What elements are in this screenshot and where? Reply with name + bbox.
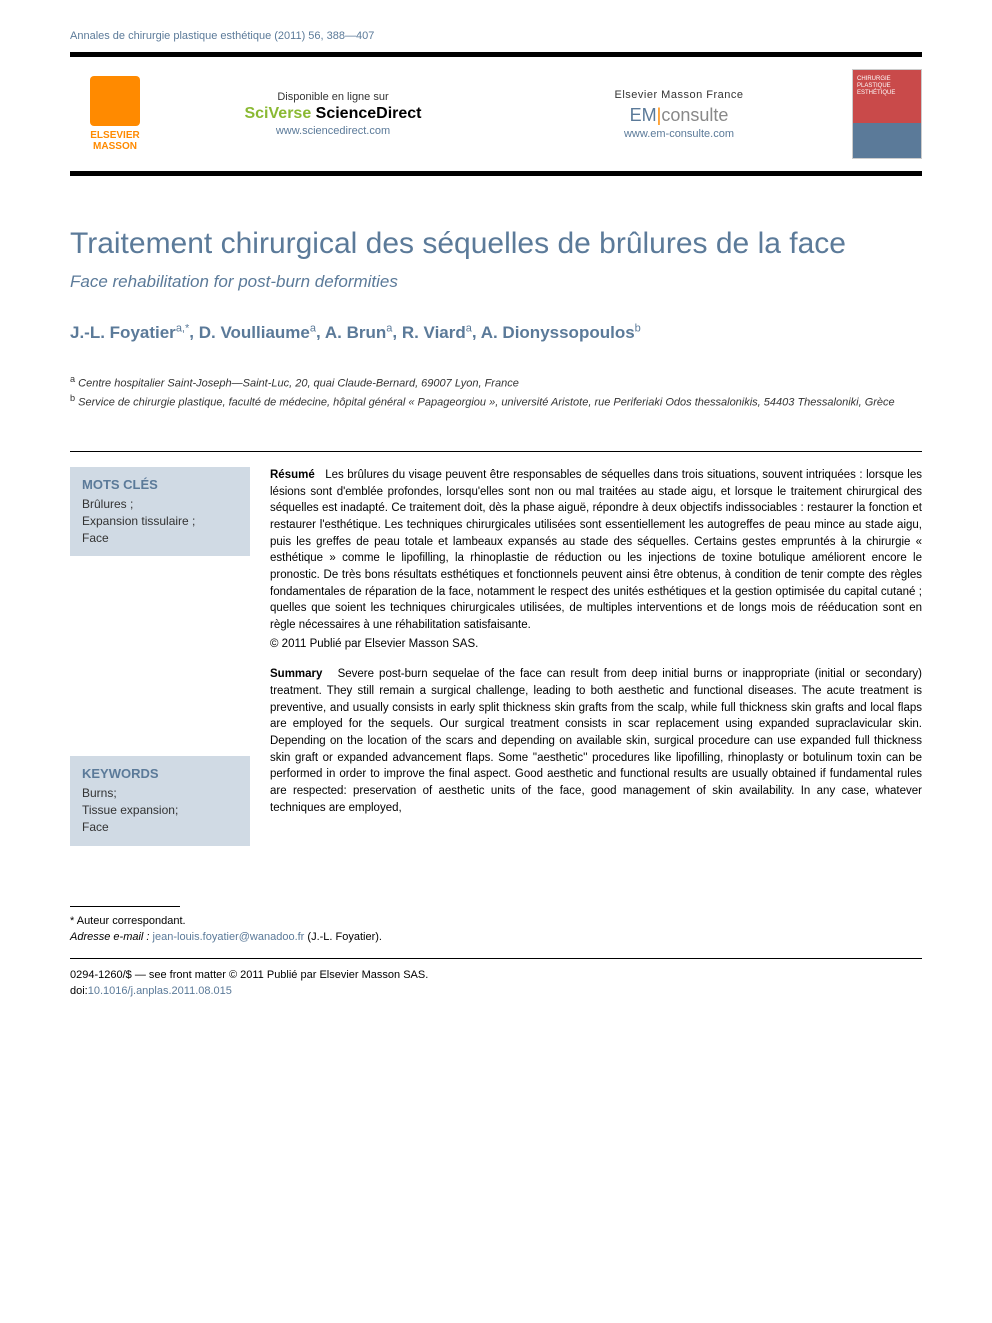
emconsulte-brand: EM|consulte	[506, 105, 852, 126]
bottom-rule	[70, 958, 922, 959]
keywords-column: MOTS CLÉS Brûlures ; Expansion tissulair…	[70, 467, 250, 866]
keywords-box: KEYWORDS Burns; Tissue expansion; Face	[70, 756, 250, 845]
resume-copyright: © 2011 Publié par Elsevier Masson SAS.	[270, 636, 922, 653]
affiliation-a: a Centre hospitalier Saint-Joseph—Saint-…	[70, 373, 922, 392]
mots-cles-box: MOTS CLÉS Brûlures ; Expansion tissulair…	[70, 467, 250, 556]
journal-reference: Annales de chirurgie plastique esthétiqu…	[70, 30, 922, 42]
mots-cles-heading: MOTS CLÉS	[82, 477, 238, 492]
author: J.-L. Foyatiera,*	[70, 323, 189, 342]
summary-body: Severe post-burn sequelae of the face ca…	[270, 668, 922, 813]
emconsulte-block: Elsevier Masson France EM|consulte www.e…	[506, 89, 852, 140]
cover-title: CHIRURGIE PLASTIQUE ESTHÉTIQUE	[857, 76, 895, 98]
publisher-name: ELSEVIER MASSON	[90, 130, 139, 152]
corresp-label: * Auteur correspondant.	[70, 913, 922, 930]
footnote-rule	[70, 906, 180, 907]
author: D. Voulliaumea	[199, 323, 316, 342]
keywords-heading: KEYWORDS	[82, 766, 238, 781]
publisher-logo: ELSEVIER MASSON	[70, 76, 160, 152]
author: R. Viarda	[402, 323, 472, 342]
article-subtitle: Face rehabilitation for post-burn deform…	[70, 272, 922, 292]
corresp-email-line: Adresse e-mail : jean-louis.foyatier@wan…	[70, 929, 922, 946]
resume-heading: Résumé	[270, 469, 315, 481]
online-label: Disponible en ligne sur	[160, 91, 506, 103]
doi-link[interactable]: 10.1016/j.anplas.2011.08.015	[88, 985, 232, 997]
author: A. Bruna	[325, 323, 393, 342]
mots-cles-list: Brûlures ; Expansion tissulaire ; Face	[82, 496, 238, 546]
authors-line: J.-L. Foyatiera,*, D. Voulliaumea, A. Br…	[70, 322, 922, 343]
summary-heading: Summary	[270, 668, 322, 680]
footer-meta: 0294-1260/$ — see front matter © 2011 Pu…	[70, 967, 922, 1000]
resume-block: Résumé Les brûlures du visage peuvent êt…	[270, 467, 922, 652]
issn-line: 0294-1260/$ — see front matter © 2011 Pu…	[70, 967, 922, 984]
sciencedirect-block: Disponible en ligne sur SciVerse Science…	[160, 91, 506, 137]
journal-cover-thumbnail: CHIRURGIE PLASTIQUE ESTHÉTIQUE	[852, 69, 922, 159]
abstract-row: MOTS CLÉS Brûlures ; Expansion tissulair…	[70, 451, 922, 866]
author: A. Dionyssopoulosb	[481, 323, 641, 342]
summary-block: Summary Severe post-burn sequelae of the…	[270, 666, 922, 816]
resume-body: Les brûlures du visage peuvent être resp…	[270, 469, 922, 631]
corresponding-author: * Auteur correspondant. Adresse e-mail :…	[70, 913, 922, 946]
elsevier-tree-icon	[90, 76, 140, 126]
corresp-email-link[interactable]: jean-louis.foyatier@wanadoo.fr	[153, 931, 305, 943]
emconsulte-url[interactable]: www.em-consulte.com	[506, 128, 852, 140]
abstract-column: Résumé Les brûlures du visage peuvent êt…	[270, 467, 922, 866]
header-band: ELSEVIER MASSON Disponible en ligne sur …	[70, 52, 922, 176]
masson-label: Elsevier Masson France	[506, 89, 852, 101]
keywords-list: Burns; Tissue expansion; Face	[82, 785, 238, 835]
sciverse-brand: SciVerse ScienceDirect	[160, 105, 506, 123]
sciencedirect-url[interactable]: www.sciencedirect.com	[160, 125, 506, 137]
affiliations: a Centre hospitalier Saint-Joseph—Saint-…	[70, 373, 922, 411]
article-title: Traitement chirurgical des séquelles de …	[70, 226, 922, 262]
doi-line: doi:10.1016/j.anplas.2011.08.015	[70, 983, 922, 1000]
affiliation-b: b Service de chirurgie plastique, facult…	[70, 392, 922, 411]
